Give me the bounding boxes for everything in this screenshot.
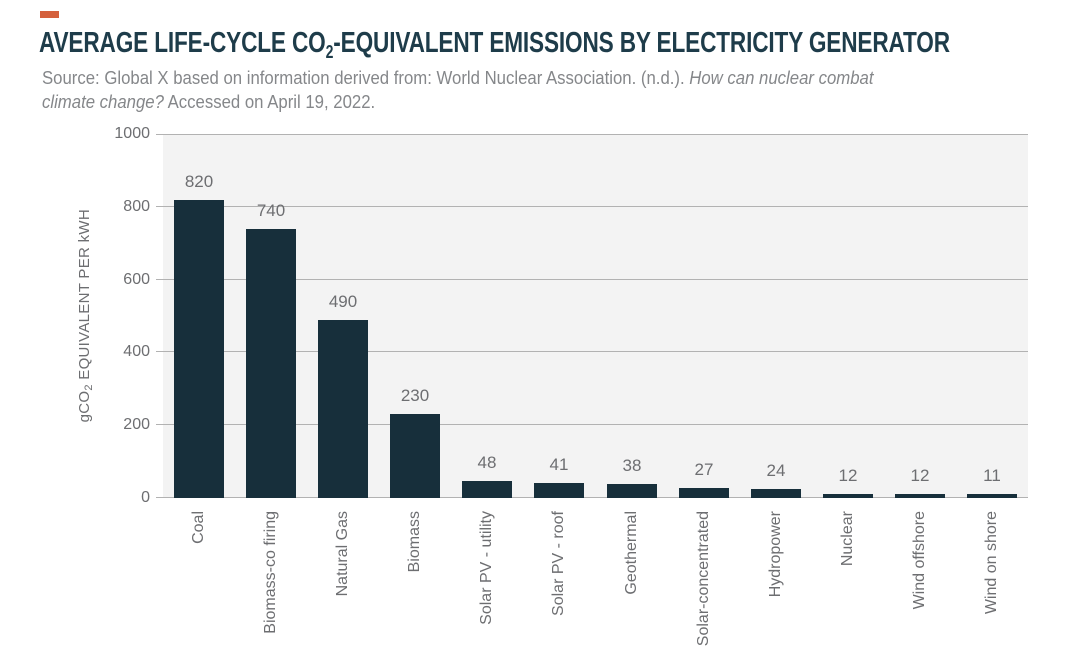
x-axis-label-text: Biomass — [405, 511, 423, 573]
bar-value-label: 230 — [400, 386, 430, 405]
x-axis-label-text: Biomass-co firing — [261, 511, 279, 634]
title-text: AVERAGE LIFE-CYCLE CO — [39, 27, 326, 59]
source-citation-title-cont: climate change? — [42, 92, 164, 112]
source-note: Source: Global X based on information de… — [42, 66, 874, 114]
x-axis-label-text: Natural Gas — [333, 511, 351, 597]
x-axis-label: Solar PV - roof — [523, 511, 595, 660]
source-line-1: Source: Global X based on information de… — [42, 66, 874, 90]
y-tick-label: 400 — [123, 343, 150, 360]
x-axis-label: Solar PV - utility — [451, 511, 523, 660]
bar-value-label: 27 — [694, 460, 714, 479]
bar-value-label: 12 — [910, 466, 930, 485]
y-tick-label: 600 — [123, 271, 150, 288]
x-axis-label: Nuclear — [812, 511, 884, 660]
x-axis-label-text: Solar PV - utility — [477, 511, 495, 625]
bar-value-label: 740 — [256, 201, 286, 220]
bar-biomass-co-firing — [246, 229, 296, 498]
bar-hydropower — [751, 489, 801, 498]
gridline-1000 — [156, 134, 1028, 135]
x-axis-label-text: Nuclear — [838, 511, 856, 567]
source-line-2: climate change? Accessed on April 19, 20… — [42, 90, 874, 114]
y-tick-label: 200 — [123, 416, 150, 433]
gridline-0 — [156, 497, 1028, 498]
gridline-800 — [156, 206, 1028, 207]
y-axis-title: gCO2 EQUIVALENT PER kWH — [70, 134, 98, 498]
bar-value-label: 38 — [622, 456, 642, 475]
y-tick-label: 800 — [123, 198, 150, 215]
bar-natural-gas — [318, 320, 368, 498]
x-axis-label-text: Hydropower — [766, 511, 784, 598]
y-tick-label: 1000 — [114, 125, 150, 142]
source-text-cont: Accessed on April 19, 2022. — [163, 92, 376, 112]
bar-value-label: 820 — [184, 172, 214, 191]
bar-nuclear — [823, 494, 873, 498]
x-axis-label: Wind on shore — [956, 511, 1028, 660]
page-title: AVERAGE LIFE-CYCLE CO2-EQUIVALENT EMISSI… — [39, 27, 950, 62]
bar-wind-on-shore — [967, 494, 1017, 498]
bar-geothermal — [607, 484, 657, 498]
bar-value-label: 11 — [983, 466, 1001, 485]
x-axis-label-text: Geothermal — [622, 511, 640, 595]
x-axis-label: Biomass-co firing — [235, 511, 307, 660]
source-citation-title: How can nuclear combat — [689, 68, 874, 88]
x-axis-label: Solar-concentrated — [668, 511, 740, 660]
bar-value-label: 490 — [328, 292, 358, 311]
bar-value-label: 24 — [766, 461, 786, 480]
x-axis-label-text: Coal — [189, 511, 207, 544]
source-text: Source: Global X based on information de… — [42, 68, 690, 88]
title-text-cont: -EQUIVALENT EMISSIONS BY ELECTRICITY GEN… — [333, 27, 950, 59]
title-subscript: 2 — [325, 42, 334, 62]
x-axis-label: Biomass — [379, 511, 451, 660]
x-axis-label: Coal — [163, 511, 235, 660]
bar-solar-concentrated — [679, 488, 729, 498]
gridline-200 — [156, 424, 1028, 425]
bar-solar-pv-roof — [534, 483, 584, 498]
bar-biomass — [390, 414, 440, 498]
x-axis-label: Hydropower — [740, 511, 812, 660]
bar-wind-offshore — [895, 494, 945, 498]
plot-area: 820 740 490 230 48 41 38 27 24 12 12 11 — [156, 134, 1028, 498]
x-axis-label: Natural Gas — [307, 511, 379, 660]
x-axis-label-text: Solar-concentrated — [694, 511, 712, 647]
x-axis-label: Wind offshore — [884, 511, 956, 660]
accent-mark — [40, 11, 59, 18]
x-axis-label: Geothermal — [596, 511, 668, 660]
gridline-600 — [156, 279, 1028, 280]
bar-value-label: 41 — [549, 455, 569, 474]
bar-value-label: 48 — [477, 453, 497, 472]
y-axis-title-text: gCO2 EQUIVALENT PER kWH — [75, 209, 95, 423]
x-axis-label-text: Wind offshore — [910, 511, 928, 610]
y-axis-title-subscript: 2 — [82, 384, 95, 391]
bar-solar-pv-utility — [462, 481, 512, 498]
x-axis-label-text: Wind on shore — [982, 511, 1000, 615]
bar-value-label: 12 — [838, 466, 858, 485]
bar-coal — [174, 200, 224, 498]
y-tick-label: 0 — [141, 489, 150, 506]
gridline-400 — [156, 351, 1028, 352]
x-axis-label-text: Solar PV - roof — [549, 511, 567, 616]
